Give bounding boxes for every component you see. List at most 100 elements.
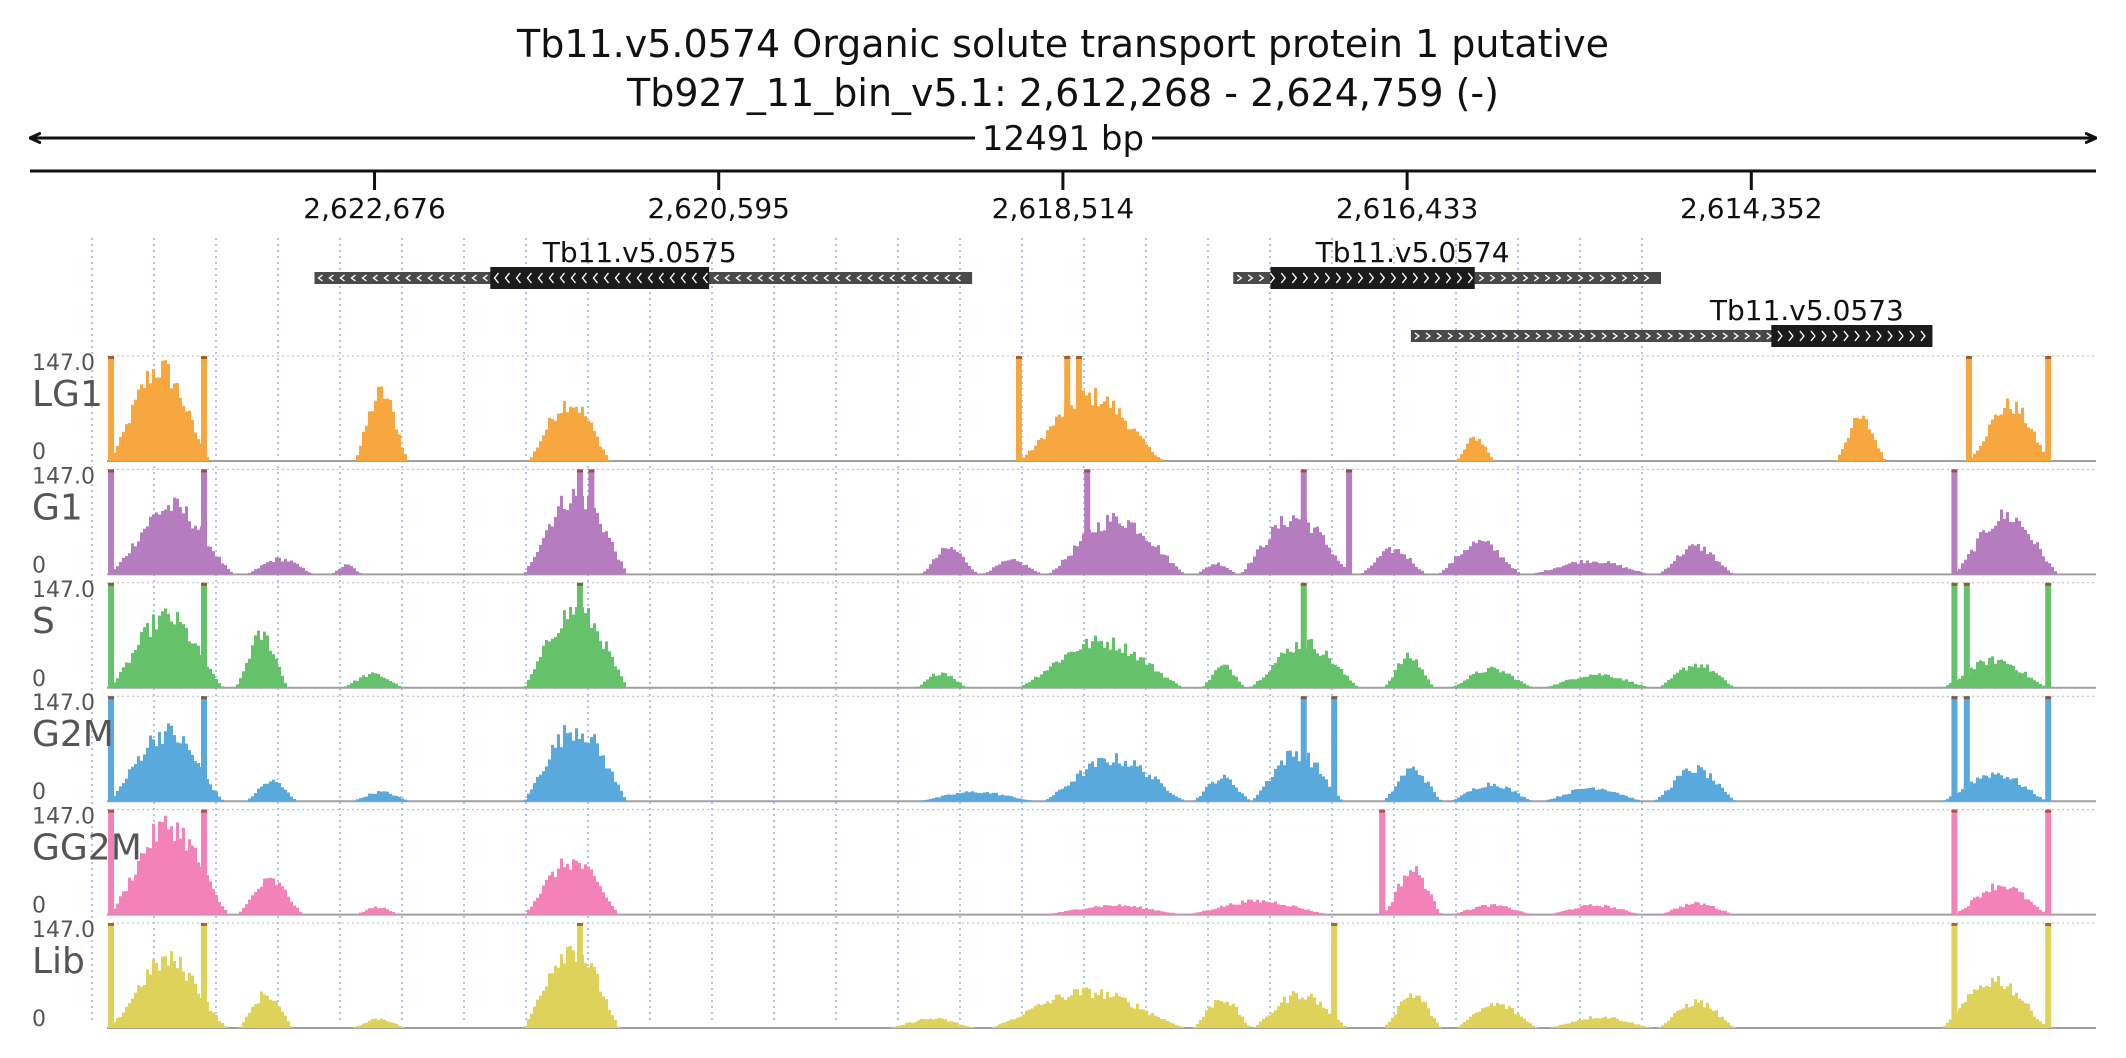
coverage-bar	[362, 911, 365, 915]
coverage-bar	[1496, 786, 1499, 802]
coverage-bar	[563, 725, 566, 802]
coverage-bar	[146, 969, 149, 1028]
coverage-bar	[1574, 908, 1577, 915]
coverage-bar	[1061, 417, 1064, 461]
coverage-bar	[545, 429, 548, 461]
coverage-bar	[542, 435, 545, 461]
coverage-bar	[920, 1018, 923, 1028]
coverage-bar	[1028, 567, 1031, 575]
coverage-bar	[1835, 459, 1838, 461]
coverage-bar	[932, 673, 935, 688]
coverage-bar	[371, 793, 374, 802]
coverage-bar	[1982, 441, 1985, 461]
coverage-bar	[1067, 785, 1070, 802]
coverage-bar	[1709, 1008, 1712, 1028]
coverage-bar	[557, 506, 560, 575]
coverage-bar	[1106, 396, 1109, 461]
coverage-bar	[1340, 668, 1343, 688]
coverage-bar	[167, 505, 170, 575]
coverage-bar	[137, 756, 140, 802]
coverage-bar	[140, 986, 143, 1028]
coverage-bar	[1121, 652, 1124, 688]
coverage-bar	[401, 798, 404, 802]
coverage-bar	[587, 420, 590, 461]
coverage-bar	[1409, 993, 1412, 1028]
coverage-bar	[1262, 547, 1265, 575]
coverage-bar	[368, 1020, 371, 1028]
coverage-bar	[389, 1022, 392, 1028]
coverage-bar	[983, 573, 986, 575]
coverage-bar	[545, 639, 548, 688]
coverage-bar	[1259, 680, 1262, 688]
coverage-bar	[896, 1025, 899, 1028]
coverage-bar	[1310, 993, 1313, 1028]
coverage-bar	[1133, 905, 1136, 915]
coverage-bar	[1163, 786, 1166, 802]
coverage-bar	[932, 1019, 935, 1028]
coverage-bar	[1613, 907, 1616, 915]
coverage-bar	[524, 1025, 527, 1028]
gene-Tb11.v5.0574[interactable]: Tb11.v5.0574	[1233, 236, 1662, 289]
gene-Tb11.v5.0575[interactable]: Tb11.v5.0575	[314, 236, 973, 289]
coverage-bar	[1604, 904, 1607, 915]
coverage-bar	[140, 532, 143, 575]
coverage-bar	[161, 743, 164, 802]
coverage-bar	[1142, 535, 1145, 575]
coverage-bar	[1850, 428, 1853, 461]
coverage-bar	[1208, 566, 1211, 575]
coverage-bar	[1541, 571, 1544, 575]
coverage-bar	[1046, 670, 1049, 688]
coverage-bar	[1220, 905, 1223, 915]
coverage-bar	[194, 761, 197, 802]
coverage-bar	[962, 1025, 965, 1028]
coverage-bar	[1058, 994, 1061, 1028]
coverage-bar	[1136, 766, 1139, 802]
coverage-bar	[1580, 677, 1583, 688]
coverage-bar	[2027, 1003, 2030, 1028]
coverage-bar	[155, 746, 158, 802]
coverage-bar	[2006, 663, 2009, 688]
coverage-bar	[1415, 866, 1418, 915]
coverage-bar	[1463, 793, 1466, 802]
coverage-bar	[1418, 875, 1421, 915]
coverage-bar	[278, 1006, 281, 1028]
coverage-bar	[383, 791, 386, 802]
coverage-bar	[1697, 543, 1700, 575]
coverage-bar	[377, 386, 380, 461]
coverage-bar	[1262, 677, 1265, 688]
coverage-bar	[1616, 565, 1619, 575]
coverage-bar	[212, 1012, 215, 1028]
coverage-bar	[1529, 800, 1532, 802]
coverage-bar	[1502, 557, 1505, 575]
coverage-bar	[1838, 454, 1841, 461]
coverage-bar	[599, 446, 602, 461]
coverage-bar	[1613, 1017, 1616, 1028]
coverage-bar	[1070, 781, 1073, 802]
gene-Tb11.v5.0573[interactable]: Tb11.v5.0573	[1410, 294, 1933, 347]
coverage-bar	[1637, 1024, 1640, 1028]
coverage-bar	[1079, 770, 1082, 802]
coverage-spike	[200, 696, 207, 802]
coverage-bar	[230, 571, 233, 575]
coverage-bar	[1280, 1002, 1283, 1028]
coverage-bar	[1064, 910, 1067, 915]
coverage-bar	[1310, 533, 1313, 575]
coverage-bar	[371, 672, 374, 688]
coverage-bar	[278, 882, 281, 915]
coverage-bar	[113, 796, 116, 802]
coverage-bar	[290, 560, 293, 575]
coverage-bar	[614, 551, 617, 575]
coverage-bar	[1322, 654, 1325, 688]
coverage-bar	[1991, 977, 1994, 1028]
coverage-bar	[1703, 903, 1706, 915]
coverage-bar	[1319, 655, 1322, 688]
coverage-bar	[1073, 781, 1076, 802]
coverage-bar	[1670, 909, 1673, 915]
coverage-bar	[359, 677, 362, 688]
coverage-bar	[1715, 560, 1718, 575]
coverage-bar	[1097, 641, 1100, 688]
track-ymin-label: 0	[32, 667, 46, 692]
